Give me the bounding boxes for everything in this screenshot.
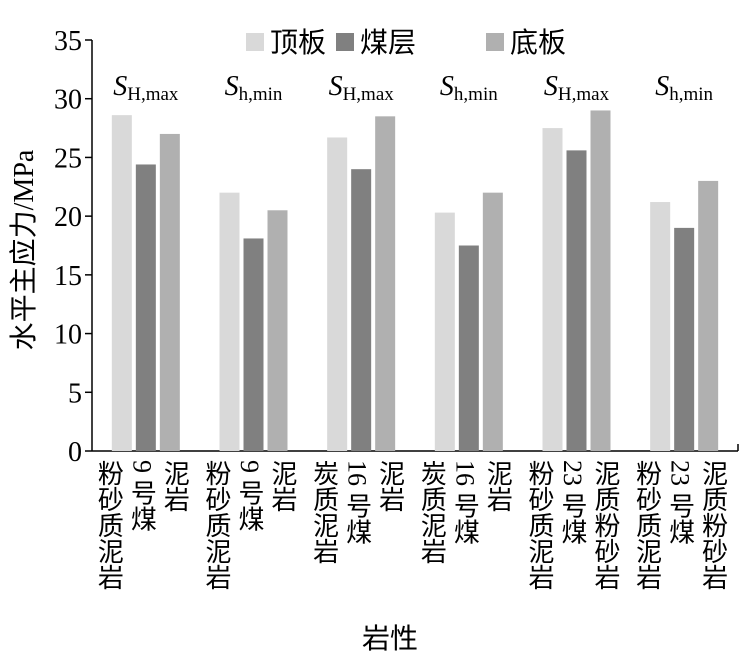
annotation-sub: h,min xyxy=(669,84,713,105)
y-tick-label: 35 xyxy=(54,26,82,57)
x-tick-label: 泥岩 xyxy=(160,460,189,512)
group-annotation: SH,max xyxy=(113,71,179,105)
bar xyxy=(327,137,348,452)
x-tick-label: 9 号煤 xyxy=(127,460,156,532)
annotation-sub: h,min xyxy=(454,84,498,105)
annotation-main: S xyxy=(544,71,558,102)
x-tick-label: 9 号煤 xyxy=(235,460,264,532)
y-tick-label: 0 xyxy=(68,437,82,468)
bar xyxy=(243,238,264,451)
annotation-main: S xyxy=(225,71,239,102)
x-tick-label: 粉砂质泥岩 xyxy=(633,460,662,590)
bar xyxy=(698,180,719,451)
x-tick-label: 16 号煤 xyxy=(343,460,372,545)
bar xyxy=(674,227,695,451)
y-tick-label: 25 xyxy=(54,143,82,174)
annotation-sub: h,min xyxy=(239,84,283,105)
group-annotation: Sh,min xyxy=(655,71,713,105)
x-axis-label: 岩性 xyxy=(362,623,418,655)
x-tick-label: 炭质泥岩 xyxy=(310,460,339,564)
group-annotation: Sh,min xyxy=(440,71,498,105)
bar xyxy=(267,210,288,451)
x-tick-label: 泥质粉砂岩 xyxy=(591,460,620,590)
group-annotation: SH,max xyxy=(329,71,395,105)
bar xyxy=(375,116,396,451)
bar xyxy=(650,202,671,451)
x-tick-label: 16 号煤 xyxy=(450,460,479,545)
x-tick-label: 泥岩 xyxy=(268,460,297,512)
bar xyxy=(458,245,479,451)
legend-label: 底板 xyxy=(510,27,566,59)
group-annotation: Sh,min xyxy=(225,71,283,105)
y-tick-label: 30 xyxy=(54,85,82,116)
x-tick-label: 23 号煤 xyxy=(558,460,587,545)
bar xyxy=(566,150,587,451)
annotation-sub: H,max xyxy=(558,84,610,105)
legend-label: 顶板 xyxy=(270,27,326,59)
legend-label: 煤层 xyxy=(360,27,416,59)
x-tick-label: 泥岩 xyxy=(376,460,405,512)
bar xyxy=(135,164,156,451)
y-tick-label: 15 xyxy=(54,261,82,292)
y-axis-label: 水平主应力/MPa xyxy=(8,149,40,350)
bar xyxy=(111,115,132,451)
x-tick-label: 粉砂质泥岩 xyxy=(202,460,231,590)
legend-swatch xyxy=(336,33,354,51)
bar xyxy=(542,128,563,452)
annotation-main: S xyxy=(655,71,669,102)
bar xyxy=(434,212,455,451)
bar xyxy=(159,133,180,451)
y-tick-label: 10 xyxy=(54,320,82,351)
x-tick-label: 粉砂质泥岩 xyxy=(94,460,123,590)
annotation-main: S xyxy=(113,71,127,102)
bar xyxy=(351,169,372,451)
x-tick-label: 炭质泥岩 xyxy=(417,460,446,564)
bar xyxy=(590,110,611,451)
annotation-sub: H,max xyxy=(343,84,395,105)
annotation-sub: H,max xyxy=(127,84,179,105)
annotation-main: S xyxy=(440,71,454,102)
y-tick-label: 5 xyxy=(68,378,82,409)
x-tick-label: 粉砂质泥岩 xyxy=(525,460,554,590)
annotation-main: S xyxy=(329,71,343,102)
legend-swatch xyxy=(486,33,504,51)
legend-swatch xyxy=(246,33,264,51)
group-annotation: SH,max xyxy=(544,71,610,105)
x-tick-label: 23 号煤 xyxy=(666,460,695,545)
x-tick-label: 泥质粉砂岩 xyxy=(699,460,728,590)
bar xyxy=(482,192,503,451)
bar xyxy=(219,192,240,451)
x-tick-label: 泥岩 xyxy=(483,460,512,512)
y-tick-label: 20 xyxy=(54,202,82,233)
